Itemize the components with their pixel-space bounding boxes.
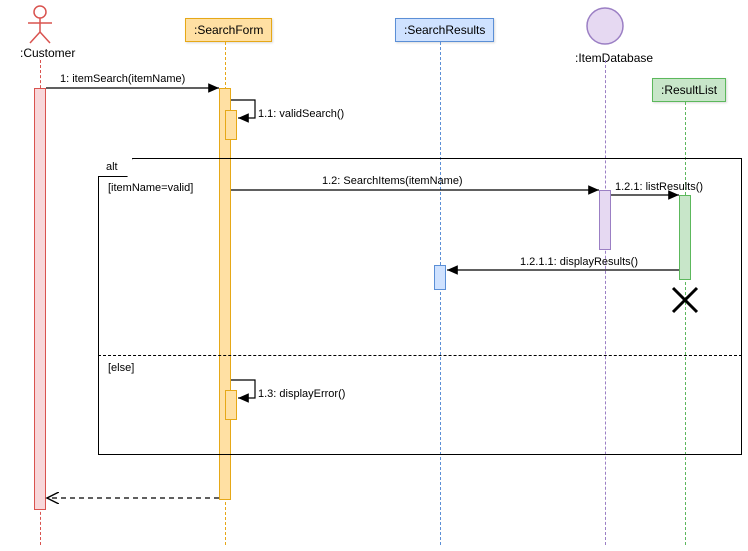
msg-1-2: 1.2: SearchItems(itemName) [322, 175, 463, 187]
stickfigure-icon [20, 5, 60, 45]
msg-1-3: 1.3: displayError() [258, 388, 345, 400]
alt-fragment-label: alt [98, 158, 133, 177]
alt-divider [98, 355, 742, 356]
msg-1-1: 1.1: validSearch() [258, 108, 344, 120]
lifeline-searchresults-label: :SearchResults [404, 23, 485, 37]
msg-1-2-1: 1.2.1: listResults() [615, 181, 703, 193]
lifeline-searchform: :SearchForm [185, 18, 272, 42]
alt-guard1: [itemName=valid] [108, 182, 193, 194]
activation-searchform-validsearch [225, 110, 237, 140]
activation-customer [34, 88, 46, 510]
msg-1-2-1-1: 1.2.1.1: displayResults() [520, 256, 638, 268]
lifeline-resultlist-label: :ResultList [661, 83, 717, 97]
lifeline-resultlist: :ResultList [652, 78, 726, 102]
entity-circle-icon [575, 6, 635, 48]
lifeline-searchresults: :SearchResults [395, 18, 494, 42]
alt-fragment [98, 158, 742, 455]
lifeline-searchform-label: :SearchForm [194, 23, 263, 37]
actor-customer: :Customer [20, 5, 60, 60]
alt-guard2: [else] [108, 362, 134, 374]
actor-customer-label: :Customer [20, 46, 60, 60]
msg-1: 1: itemSearch(itemName) [60, 73, 185, 85]
lifeline-itemdatabase: :ItemDatabase [575, 6, 635, 65]
